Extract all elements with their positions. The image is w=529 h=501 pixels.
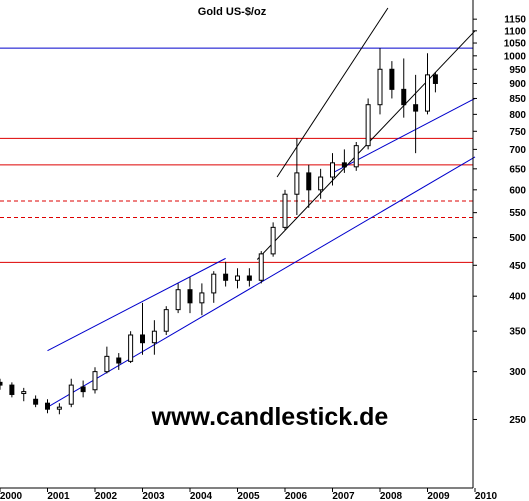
x-tick-label: 2008 — [380, 491, 403, 501]
candle-body — [56, 406, 62, 410]
axes — [0, 0, 474, 489]
candle-body — [341, 162, 347, 168]
y-tick-label: 850 — [509, 94, 526, 105]
x-tick-label: 2005 — [237, 491, 260, 501]
candle-body — [235, 275, 240, 281]
x-tick-label: 2000 — [0, 491, 23, 501]
y-tick-label: 1150 — [504, 15, 526, 26]
candle-body — [68, 384, 74, 405]
candle-body — [116, 357, 122, 364]
y-tick-label: 250 — [509, 415, 526, 426]
y-tick-labels: 250 300 350 400 450 500 550 600 650 700 750 800 850 9… — [473, 15, 526, 426]
candles — [0, 48, 438, 415]
x-tick-label: 2001 — [47, 491, 70, 501]
y-tick-label: 500 — [509, 233, 526, 244]
candle-body — [294, 172, 300, 195]
y-tick-label: 1000 — [504, 51, 527, 62]
candle-body — [401, 88, 407, 106]
candle-body — [258, 253, 264, 281]
candle-body — [270, 226, 276, 255]
watermark-text: www.candlestick.de — [151, 403, 389, 431]
y-tick-label: 800 — [509, 110, 526, 121]
candle-body — [330, 162, 335, 178]
y-tick-label: 450 — [509, 261, 526, 272]
candle-body — [377, 68, 383, 106]
y-tick-label: 300 — [509, 367, 526, 378]
y-tick-label: 750 — [509, 127, 526, 138]
candle-body — [211, 273, 217, 294]
candle-body — [353, 145, 359, 168]
candle-body — [151, 330, 157, 344]
candle-body — [187, 289, 193, 304]
candle-body — [389, 68, 395, 90]
candle-body — [140, 334, 145, 344]
candle-body — [163, 309, 169, 332]
candle-body — [223, 273, 229, 281]
x-tick-label: 2009 — [427, 491, 450, 501]
candle-body — [246, 275, 252, 281]
y-tick-label: 1050 — [504, 39, 527, 50]
x-tick-labels: 2000 2001 2002 2003 2004 2005 2006 2007 2008 2009… — [0, 488, 498, 501]
x-tick-label: 2002 — [95, 491, 118, 501]
candle-body — [365, 104, 371, 147]
candle-body — [80, 386, 86, 393]
candle-body — [33, 398, 39, 405]
candle-body — [104, 355, 110, 373]
y-tick-label: 400 — [509, 292, 526, 303]
candle-body — [45, 402, 50, 410]
candle-body — [92, 371, 98, 391]
candle-body — [0, 381, 3, 386]
x-tick-label: 2010 — [475, 491, 498, 501]
candle-body — [128, 334, 134, 362]
trend-line — [47, 257, 226, 352]
candle-body — [282, 193, 288, 228]
candle-body — [21, 391, 27, 395]
y-tick-label: 700 — [509, 145, 526, 156]
chart-title: Gold US-$/oz — [198, 6, 267, 18]
candle-body — [306, 172, 312, 191]
horizontal-lines — [0, 47, 473, 263]
x-tick-label: 2003 — [142, 491, 165, 501]
y-tick-label: 900 — [509, 79, 526, 90]
y-tick-label: 650 — [509, 164, 526, 175]
x-tick-label: 2006 — [285, 491, 308, 501]
x-tick-label: 2004 — [190, 491, 213, 501]
candle-body — [413, 104, 419, 112]
candle-body — [9, 384, 15, 395]
trend-line — [276, 7, 389, 178]
y-tick-label: 950 — [509, 65, 526, 76]
candle-body — [175, 289, 181, 311]
candle-body — [432, 74, 438, 84]
x-tick-label: 2007 — [332, 491, 355, 501]
candle-body — [425, 74, 430, 112]
y-tick-label: 600 — [509, 185, 526, 196]
candle-body — [199, 292, 205, 304]
y-tick-label: 550 — [509, 208, 526, 219]
candle-body — [318, 176, 324, 191]
y-tick-label: 1100 — [504, 26, 526, 37]
y-tick-label: 350 — [509, 327, 526, 338]
